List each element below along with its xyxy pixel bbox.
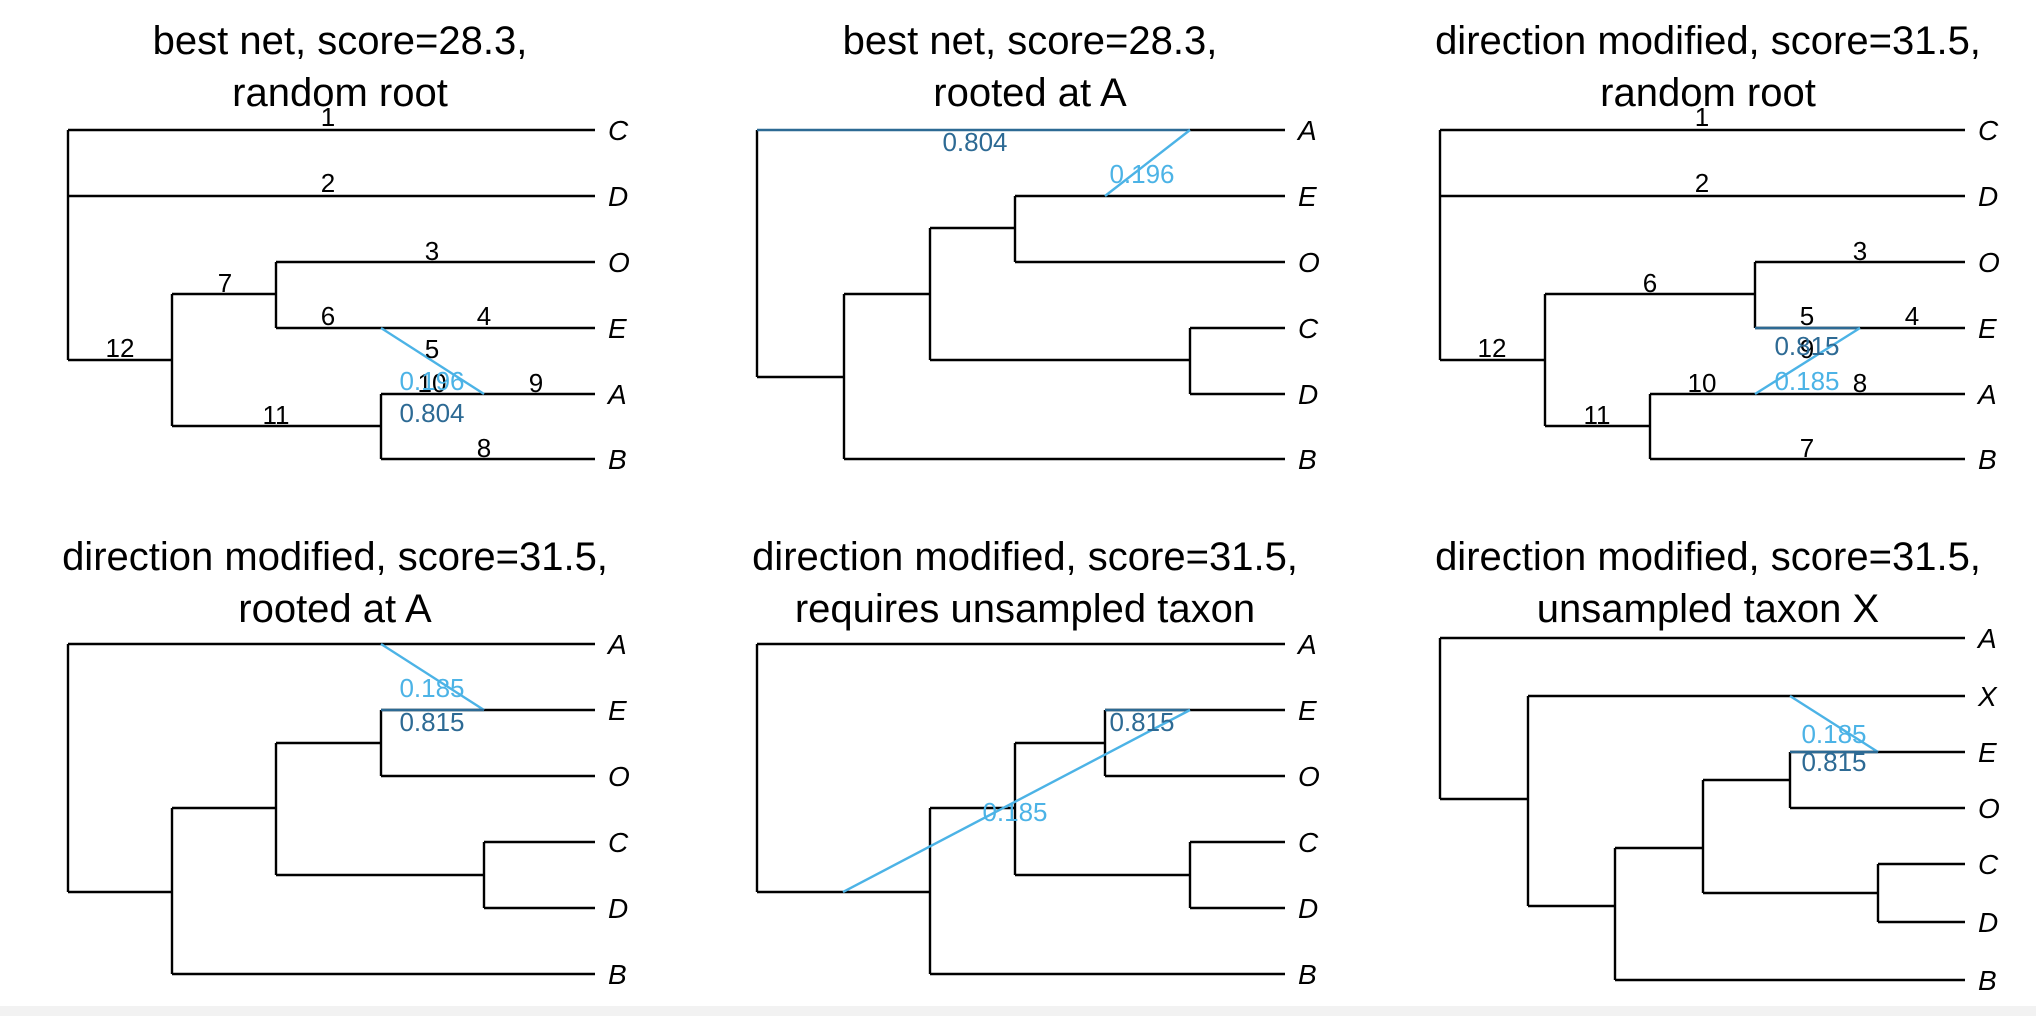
tip-label-A: A — [1296, 629, 1317, 660]
tip-label-D: D — [1978, 907, 1998, 938]
edge-number-label: 3 — [425, 236, 439, 266]
edge-number-label: 8 — [477, 433, 491, 463]
edge-number-label: 7 — [218, 268, 232, 298]
tip-label-B: B — [1978, 965, 1997, 996]
tip-label-B: B — [608, 959, 627, 990]
panel-title-line1: direction modified, score=31.5, — [752, 535, 1298, 579]
inheritance-label-minor: 0.185 — [982, 797, 1047, 827]
tip-label-D: D — [1298, 379, 1318, 410]
edge-number-label: 4 — [477, 301, 491, 331]
panel-title-line2: unsampled taxon X — [1537, 587, 1879, 631]
panel-5: direction modified, score=31.5, requires … — [752, 535, 1320, 990]
hybrid-edge-minor — [1104, 129, 1191, 197]
tip-label-A: A — [606, 379, 627, 410]
hybrid-edge-minor — [1789, 694, 1879, 754]
panel-2: best net, score=28.3, rooted at A A E O C D B 0.… — [755, 19, 1320, 475]
edge-number-label: 2 — [321, 168, 335, 198]
tip-label-E: E — [608, 313, 627, 344]
edge-number-label: 12 — [106, 333, 135, 363]
bottom-strip — [0, 1006, 2036, 1016]
tip-label-C: C — [608, 115, 629, 146]
inheritance-label-major: 0.815 — [1109, 707, 1174, 737]
tip-label-E: E — [608, 695, 627, 726]
tip-label-A: A — [1976, 623, 1997, 654]
edge-number-label: 11 — [263, 400, 290, 430]
inheritance-label-minor: 0.185 — [399, 673, 464, 703]
panel-4: direction modified, score=31.5, rooted at… — [62, 535, 630, 990]
inheritance-label-minor: 0.196 — [399, 366, 464, 396]
edge-number-label: 2 — [1695, 168, 1709, 198]
tip-label-E: E — [1298, 695, 1317, 726]
tip-label-O: O — [1978, 247, 2000, 278]
tip-label-B: B — [1298, 959, 1317, 990]
edge-number-label: 3 — [1853, 236, 1867, 266]
inheritance-label-major: 0.815 — [1801, 747, 1866, 777]
tip-label-C: C — [608, 827, 629, 858]
inheritance-label-minor: 0.185 — [1801, 719, 1866, 749]
tip-label-O: O — [1298, 761, 1320, 792]
inheritance-label-minor: 0.196 — [1109, 159, 1174, 189]
tip-label-O: O — [608, 247, 630, 278]
tip-label-O: O — [1978, 793, 2000, 824]
inheritance-label-major: 0.804 — [399, 398, 464, 428]
tip-label-D: D — [1978, 181, 1998, 212]
edge-number-label: 5 — [425, 334, 439, 364]
panel-title-line1: direction modified, score=31.5, — [1435, 19, 1981, 63]
tip-label-E: E — [1298, 181, 1317, 212]
tip-label-B: B — [608, 444, 627, 475]
tip-label-E: E — [1978, 737, 1997, 768]
inheritance-label-major: 0.815 — [399, 707, 464, 737]
inheritance-label-minor: 0.185 — [1774, 366, 1839, 396]
edge-number-label: 10 — [1688, 368, 1717, 398]
panel-title-line2: rooted at A — [933, 71, 1127, 115]
edge-number-label: 11 — [1584, 400, 1611, 430]
tip-label-O: O — [608, 761, 630, 792]
panel-title-line2: random root — [232, 71, 448, 115]
tip-label-B: B — [1978, 444, 1997, 475]
panel-title-line1: best net, score=28.3, — [843, 19, 1218, 63]
edge-number-label: 7 — [1800, 433, 1814, 463]
tip-label-E: E — [1978, 313, 1997, 344]
tip-label-A: A — [606, 629, 627, 660]
hybrid-edge-minor — [380, 326, 485, 396]
edge-number-label: 9 — [529, 368, 543, 398]
tip-label-D: D — [1298, 893, 1318, 924]
panel-title-line1: direction modified, score=31.5, — [1435, 535, 1981, 579]
panel-1: best net, score=28.3,random rootCDOEAB12… — [66, 19, 630, 475]
tip-label-A: A — [1976, 379, 1997, 410]
edge-number-label: 8 — [1853, 368, 1867, 398]
tip-label-D: D — [608, 893, 628, 924]
edge-number-label: 4 — [1905, 301, 1919, 331]
hybrid-edge-minor — [380, 642, 485, 712]
hybrid-edge-minor — [842, 708, 1191, 894]
panel-title-line2: random root — [1600, 71, 1816, 115]
inheritance-label-major: 0.815 — [1774, 331, 1839, 361]
panel-title-line1: direction modified, score=31.5, — [62, 535, 608, 579]
edge-number-label: 1 — [1695, 102, 1709, 132]
panel-3: direction modified, score=31.5, random ro… — [1435, 19, 2000, 475]
tip-label-B: B — [1298, 444, 1317, 475]
edge-number-label: 5 — [1800, 301, 1814, 331]
tip-label-C: C — [1298, 827, 1319, 858]
edge-number-label: 9 — [1800, 334, 1814, 364]
tip-label-A: A — [1296, 115, 1317, 146]
edge-number-label: 6 — [1643, 268, 1657, 298]
tip-label-C: C — [1298, 313, 1319, 344]
inheritance-label-major: 0.804 — [942, 127, 1007, 157]
panel-title-line2: requires unsampled taxon — [795, 587, 1255, 631]
edge-number-label: 1 — [321, 102, 335, 132]
panel-title-line1: best net, score=28.3, — [153, 19, 528, 63]
hybrid-edge-minor — [1754, 326, 1861, 396]
panel-6: direction modified, score=31.5, unsampled… — [1435, 535, 2000, 996]
edge-number-label: 10 — [418, 368, 447, 398]
edge-number-label: 12 — [1478, 333, 1507, 363]
tip-label-C: C — [1978, 115, 1999, 146]
edge-number-label: 6 — [321, 301, 335, 331]
panel-title-line2: rooted at A — [238, 587, 432, 631]
tip-label-C: C — [1978, 849, 1999, 880]
tip-label-O: O — [1298, 247, 1320, 278]
tip-label-D: D — [608, 181, 628, 212]
tip-label-X: X — [1977, 681, 1998, 712]
